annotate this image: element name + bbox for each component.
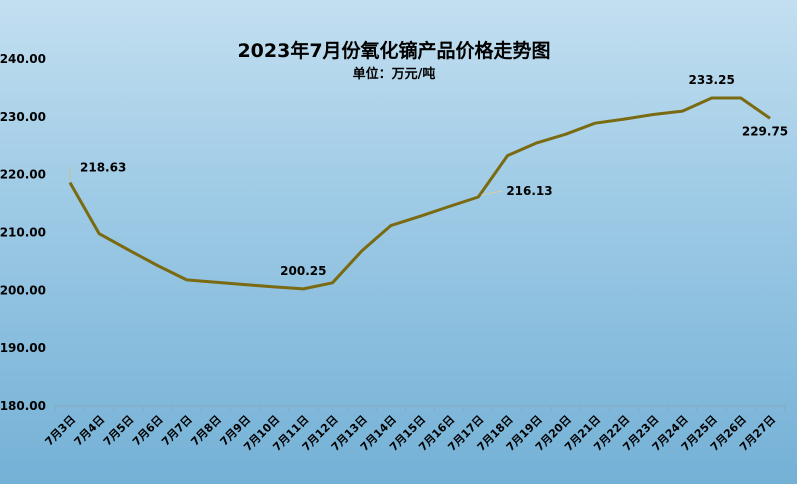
x-tick-label: 7月7日	[159, 413, 195, 449]
series-line	[68, 96, 771, 291]
x-tick-label: 7月6日	[130, 413, 166, 449]
y-tick-label: 230.00	[0, 110, 46, 124]
y-tick-label: 200.00	[0, 283, 46, 297]
leader-line	[481, 190, 503, 196]
y-tick-label: 210.00	[0, 226, 46, 240]
data-label: 229.75	[742, 124, 788, 138]
y-tick-label: 190.00	[0, 341, 46, 355]
y-tick-label: 180.00	[0, 399, 46, 413]
y-axis: 180.00 190.00 200.00 210.00 220.00 230.00 240.…	[0, 52, 46, 413]
data-label: 200.25	[280, 264, 326, 278]
y-tick-label: 220.00	[0, 168, 46, 182]
x-tick-label: 7月8日	[188, 413, 224, 449]
data-label: 218.63	[80, 161, 126, 175]
data-label: 216.13	[506, 184, 552, 198]
x-axis: 7月3日7月4日7月5日7月6日7月7日7月8日7月9日7月10日7月11日7月…	[43, 406, 786, 454]
data-labels: 218.63 200.25 216.13 233.25 229.75	[69, 73, 788, 278]
chart-subtitle: 单位：万元/吨	[353, 66, 436, 82]
x-tick-label: 7月5日	[101, 413, 137, 449]
y-tick-label: 240.00	[0, 52, 46, 66]
x-tick-label: 7月3日	[43, 413, 79, 449]
data-label: 233.25	[689, 73, 735, 87]
x-tick-label: 7月4日	[72, 413, 108, 449]
chart-title: 2023年7月份氧化镝产品价格走势图	[237, 39, 550, 62]
